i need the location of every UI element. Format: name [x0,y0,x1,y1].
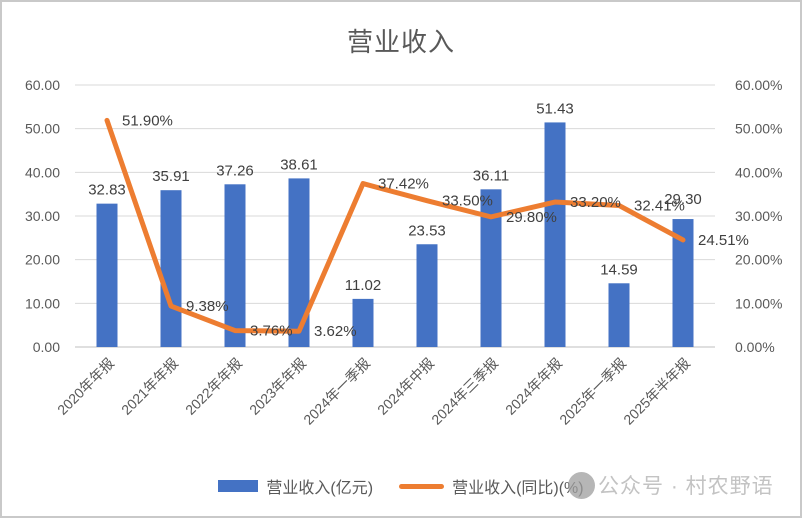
line-series [104,117,686,334]
line-data-label: 29.80% [506,209,557,226]
left-axis-tick-label: 0.00 [33,339,60,355]
bar [672,219,694,347]
x-category-label: 2023年年报 [246,355,309,418]
x-category-label: 2022年年报 [182,355,245,418]
bar [288,178,310,347]
x-category-label: 2025年半年报 [620,355,693,428]
bar-data-label: 37.26 [216,162,254,179]
left-axis-tick-label: 20.00 [25,252,60,268]
bar-data-label: 29.30 [664,191,702,208]
legend-bar-label: 营业收入(亿元) [266,480,374,497]
line-data-label: 33.50% [442,193,493,210]
right-axis-tick-label: 40.00% [735,164,782,180]
bar [608,283,630,347]
x-category-label: 2021年年报 [118,355,181,418]
bar [416,244,438,347]
line-series-swatch-icon [399,483,445,489]
x-category-label: 2020年年报 [54,355,117,418]
x-category-label: 2024年三季报 [428,355,501,428]
right-axis-tick-label: 0.00% [735,339,775,355]
legend-item-line: 营业收入(同比)(%) [399,474,584,498]
x-category-label: 2025年一季报 [556,355,629,428]
line-data-label: 3.76% [250,323,293,340]
right-axis-tick-label: 60.00% [735,77,782,93]
bar-data-label: 14.59 [600,261,638,278]
bar [544,122,566,347]
bar-data-label: 23.53 [408,222,446,239]
line-data-label: 33.20% [570,194,621,211]
bar-data-label: 32.83 [88,182,126,199]
bar-data-label: 36.11 [473,167,509,184]
bar [96,203,118,347]
x-category-label: 2024年中报 [374,355,437,418]
left-axis-tick-label: 60.00 [25,77,60,93]
line-data-label: 32.41% [634,197,685,214]
left-axis-tick-label: 40.00 [25,164,60,180]
bar-data-label: 38.61 [280,156,318,173]
line-data-label: 37.42% [378,176,429,193]
bar [160,190,182,347]
right-axis-tick-label: 50.00% [735,121,782,137]
line-data-label: 51.90% [122,112,173,129]
legend-line-label: 营业收入(同比)(%) [452,480,584,497]
bar-data-label: 51.43 [536,100,574,117]
left-axis-tick-label: 50.00 [25,121,60,137]
bar [352,298,374,347]
bar-data-label: 35.91 [152,168,190,185]
line-data-label: 24.51% [698,232,749,249]
right-axis-tick-label: 30.00% [735,208,782,224]
bar [224,184,246,347]
legend: 营业收入(亿元) 营业收入(同比)(%) [2,474,800,498]
left-axis-tick-label: 30.00 [25,208,60,224]
x-category-label: 2024年年报 [502,355,565,418]
line-data-label: 9.38% [186,298,229,315]
left-axis-tick-label: 10.00 [25,295,60,311]
right-axis-tick-label: 20.00% [735,252,782,268]
bar-series-swatch-icon [218,480,259,492]
legend-item-bar: 营业收入(亿元) [218,474,373,498]
x-category-label: 2024年一季报 [300,355,373,428]
chart-title: 营业收入 [346,27,455,57]
bar [480,189,502,347]
line-data-label: 3.62% [314,323,357,340]
right-axis-tick-label: 10.00% [735,295,782,311]
bar-data-label: 11.02 [345,277,381,294]
